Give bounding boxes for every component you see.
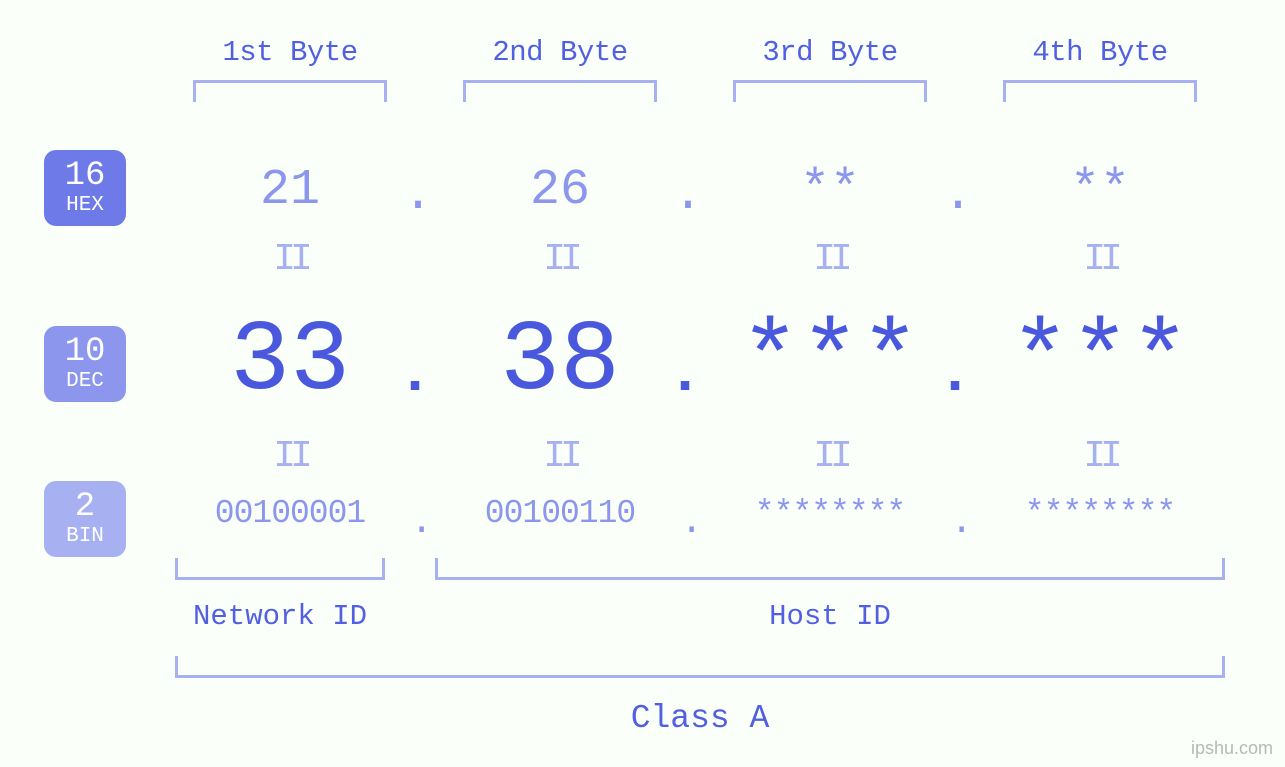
- dec-byte-4: ***: [1010, 306, 1190, 419]
- byte-header-1: 1st Byte: [155, 36, 425, 69]
- row-dec: 33. 38. ***. ***: [155, 307, 1235, 417]
- badge-hex-label: HEX: [66, 195, 104, 217]
- equals-row-2: II II II II: [155, 435, 1235, 478]
- hex-byte-4: **: [1070, 162, 1130, 219]
- bin-byte-4: ********: [1025, 495, 1175, 532]
- eq-2-1: II: [273, 435, 307, 478]
- hex-byte-2: 26: [530, 162, 590, 219]
- dec-byte-3: ***: [740, 306, 920, 419]
- eq-1-2: II: [543, 238, 577, 281]
- eq-1-1: II: [273, 238, 307, 281]
- badge-hex: 16 HEX: [44, 150, 126, 226]
- dec-byte-1: 33: [230, 306, 350, 419]
- hex-byte-1: 21: [260, 162, 320, 219]
- byte-header-3: 3rd Byte: [695, 36, 965, 69]
- badge-hex-num: 16: [65, 159, 106, 195]
- class-label: Class A: [175, 700, 1225, 737]
- byte-headers: 1st Byte 2nd Byte 3rd Byte 4th Byte: [155, 36, 1235, 69]
- badge-bin-num: 2: [75, 490, 95, 526]
- bin-byte-1: 00100001: [215, 495, 365, 532]
- badge-bin-label: BIN: [66, 526, 104, 548]
- eq-2-3: II: [813, 435, 847, 478]
- badge-dec: 10 DEC: [44, 326, 126, 402]
- equals-row-1: II II II II: [155, 238, 1235, 281]
- eq-1-3: II: [813, 238, 847, 281]
- bin-byte-3: ********: [755, 495, 905, 532]
- top-bracket-2: [425, 80, 695, 102]
- hex-byte-3: **: [800, 162, 860, 219]
- byte-header-4: 4th Byte: [965, 36, 1235, 69]
- network-id-label: Network ID: [175, 600, 385, 633]
- host-id-bracket: [435, 558, 1225, 580]
- dec-byte-2: 38: [500, 306, 620, 419]
- eq-1-4: II: [1083, 238, 1117, 281]
- top-bracket-3: [695, 80, 965, 102]
- host-id-label: Host ID: [435, 600, 1225, 633]
- id-brackets: [175, 558, 1225, 580]
- badge-dec-label: DEC: [66, 371, 104, 393]
- top-brackets: [155, 80, 1235, 102]
- eq-2-4: II: [1083, 435, 1117, 478]
- top-bracket-1: [155, 80, 425, 102]
- eq-2-2: II: [543, 435, 577, 478]
- top-bracket-4: [965, 80, 1235, 102]
- byte-header-2: 2nd Byte: [425, 36, 695, 69]
- badge-dec-num: 10: [65, 335, 106, 371]
- row-bin: 00100001. 00100110. ********. ********: [155, 495, 1235, 532]
- badge-bin: 2 BIN: [44, 481, 126, 557]
- bin-byte-2: 00100110: [485, 495, 635, 532]
- network-id-bracket: [175, 558, 385, 580]
- watermark: ipshu.com: [1191, 738, 1273, 759]
- id-labels: Network ID Host ID: [175, 600, 1225, 633]
- class-bracket: [175, 656, 1225, 678]
- row-hex: 21. 26. **. **: [155, 155, 1235, 225]
